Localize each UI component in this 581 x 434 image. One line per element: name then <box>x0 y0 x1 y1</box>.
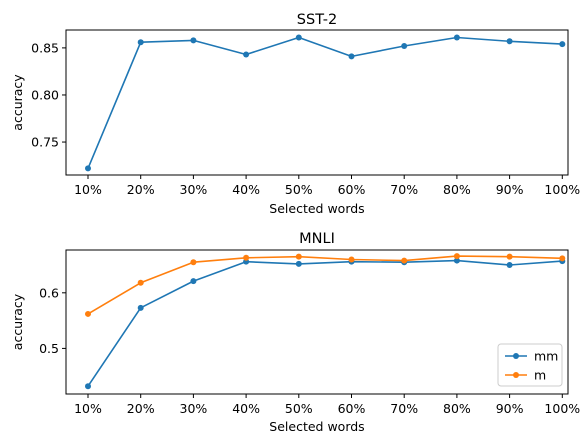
plot-area-mnli <box>85 253 566 390</box>
series-m-point <box>137 279 144 286</box>
series-sst2-point <box>401 43 408 50</box>
series-m-point <box>401 257 408 264</box>
series-sst2-point <box>85 165 91 172</box>
legend-mm-label: mm <box>534 349 558 364</box>
series-sst2-point <box>559 41 566 48</box>
series-mm-point <box>506 262 513 269</box>
series-mm-point <box>190 278 197 285</box>
y-tick-label: 0.80 <box>31 87 59 102</box>
x-tick-label: 80% <box>443 182 471 197</box>
y-tick-label: 0.75 <box>31 135 59 150</box>
chart-title-mnli: MNLI <box>299 231 335 247</box>
y-ticks-sst2: 0.75 0.80 0.85 <box>31 40 66 150</box>
x-tick-label: 50% <box>285 182 313 197</box>
x-tick-label: 10% <box>74 182 102 197</box>
x-tick-label: 70% <box>390 182 418 197</box>
series-mm-point <box>137 304 144 311</box>
series-mm-point <box>85 383 91 390</box>
x-ticks-mnli: 10% 20% 30% 40% 50% 60% 70% 80% 90% 100% <box>74 394 580 416</box>
legend-m-marker <box>513 372 519 378</box>
x-tick-label: 30% <box>180 182 208 197</box>
x-tick-label: 30% <box>180 401 208 416</box>
x-tick-label: 40% <box>232 401 260 416</box>
x-tick-label: 80% <box>443 401 471 416</box>
series-sst2-line <box>87 36 563 169</box>
series-m-line <box>87 255 563 315</box>
x-tick-label: 20% <box>127 401 155 416</box>
series-m-point <box>348 256 355 263</box>
series-sst2-point <box>137 39 144 46</box>
x-tick-label: 10% <box>74 401 102 416</box>
axes-frame-mnli <box>65 249 569 395</box>
plot-area-sst2 <box>85 34 566 172</box>
series-m-point <box>506 253 513 260</box>
x-ticks-sst2: 10% 20% 30% 40% 50% 60% 70% 80% 90% 100% <box>74 175 580 197</box>
y-axis-label-mnli: accuracy <box>10 293 25 350</box>
series-m-point <box>559 255 566 262</box>
series-sst2-point <box>348 53 355 60</box>
y-axis-label-sst2: accuracy <box>10 74 25 131</box>
x-tick-label: 100% <box>544 401 580 416</box>
series-sst2-point <box>190 37 197 44</box>
series-m-point <box>295 253 302 260</box>
legend-mm-marker <box>513 353 519 359</box>
x-tick-label: 40% <box>232 182 260 197</box>
series-sst2-point <box>453 34 460 41</box>
series-mm-point <box>295 260 302 267</box>
x-axis-label-mnli: Selected words <box>269 419 364 434</box>
x-tick-label: 60% <box>338 182 366 197</box>
series-m-point <box>190 259 197 266</box>
chart-title-sst2: SST-2 <box>297 12 337 28</box>
axes-frame-sst2 <box>65 29 569 176</box>
series-mm-line <box>87 259 563 387</box>
x-tick-label: 50% <box>285 401 313 416</box>
legend-m-label: m <box>534 368 546 383</box>
x-tick-label: 20% <box>127 182 155 197</box>
y-tick-label: 0.6 <box>39 285 59 300</box>
series-mm-point <box>453 257 460 264</box>
series-m-point <box>453 253 460 260</box>
chart-mnli: MNLI 0.50.6 10% 20% 30% 40% 50% 60% 70% 80% 90% 1… <box>10 231 580 434</box>
series-sst2-point <box>295 34 302 41</box>
series-sst2-point <box>243 51 250 58</box>
x-tick-label: 60% <box>338 401 366 416</box>
y-tick-label: 0.85 <box>31 40 59 55</box>
series-m-point <box>85 310 91 317</box>
x-tick-label: 100% <box>544 182 580 197</box>
series-sst2-point <box>506 38 513 45</box>
series-m-point <box>243 254 250 261</box>
y-ticks-mnli: 0.5 0.6 <box>39 285 66 356</box>
y-tick-label: 0.5 <box>39 341 59 356</box>
x-tick-label: 90% <box>496 401 524 416</box>
x-tick-label: 70% <box>390 401 418 416</box>
chart-sst2: SST-2 0.75 0.80 0.85 10% 20% 30% 40% 50% 60% 70%… <box>10 12 580 216</box>
x-axis-label-sst2: Selected words <box>269 201 364 216</box>
x-tick-label: 90% <box>496 182 524 197</box>
legend: mmm <box>497 343 563 387</box>
